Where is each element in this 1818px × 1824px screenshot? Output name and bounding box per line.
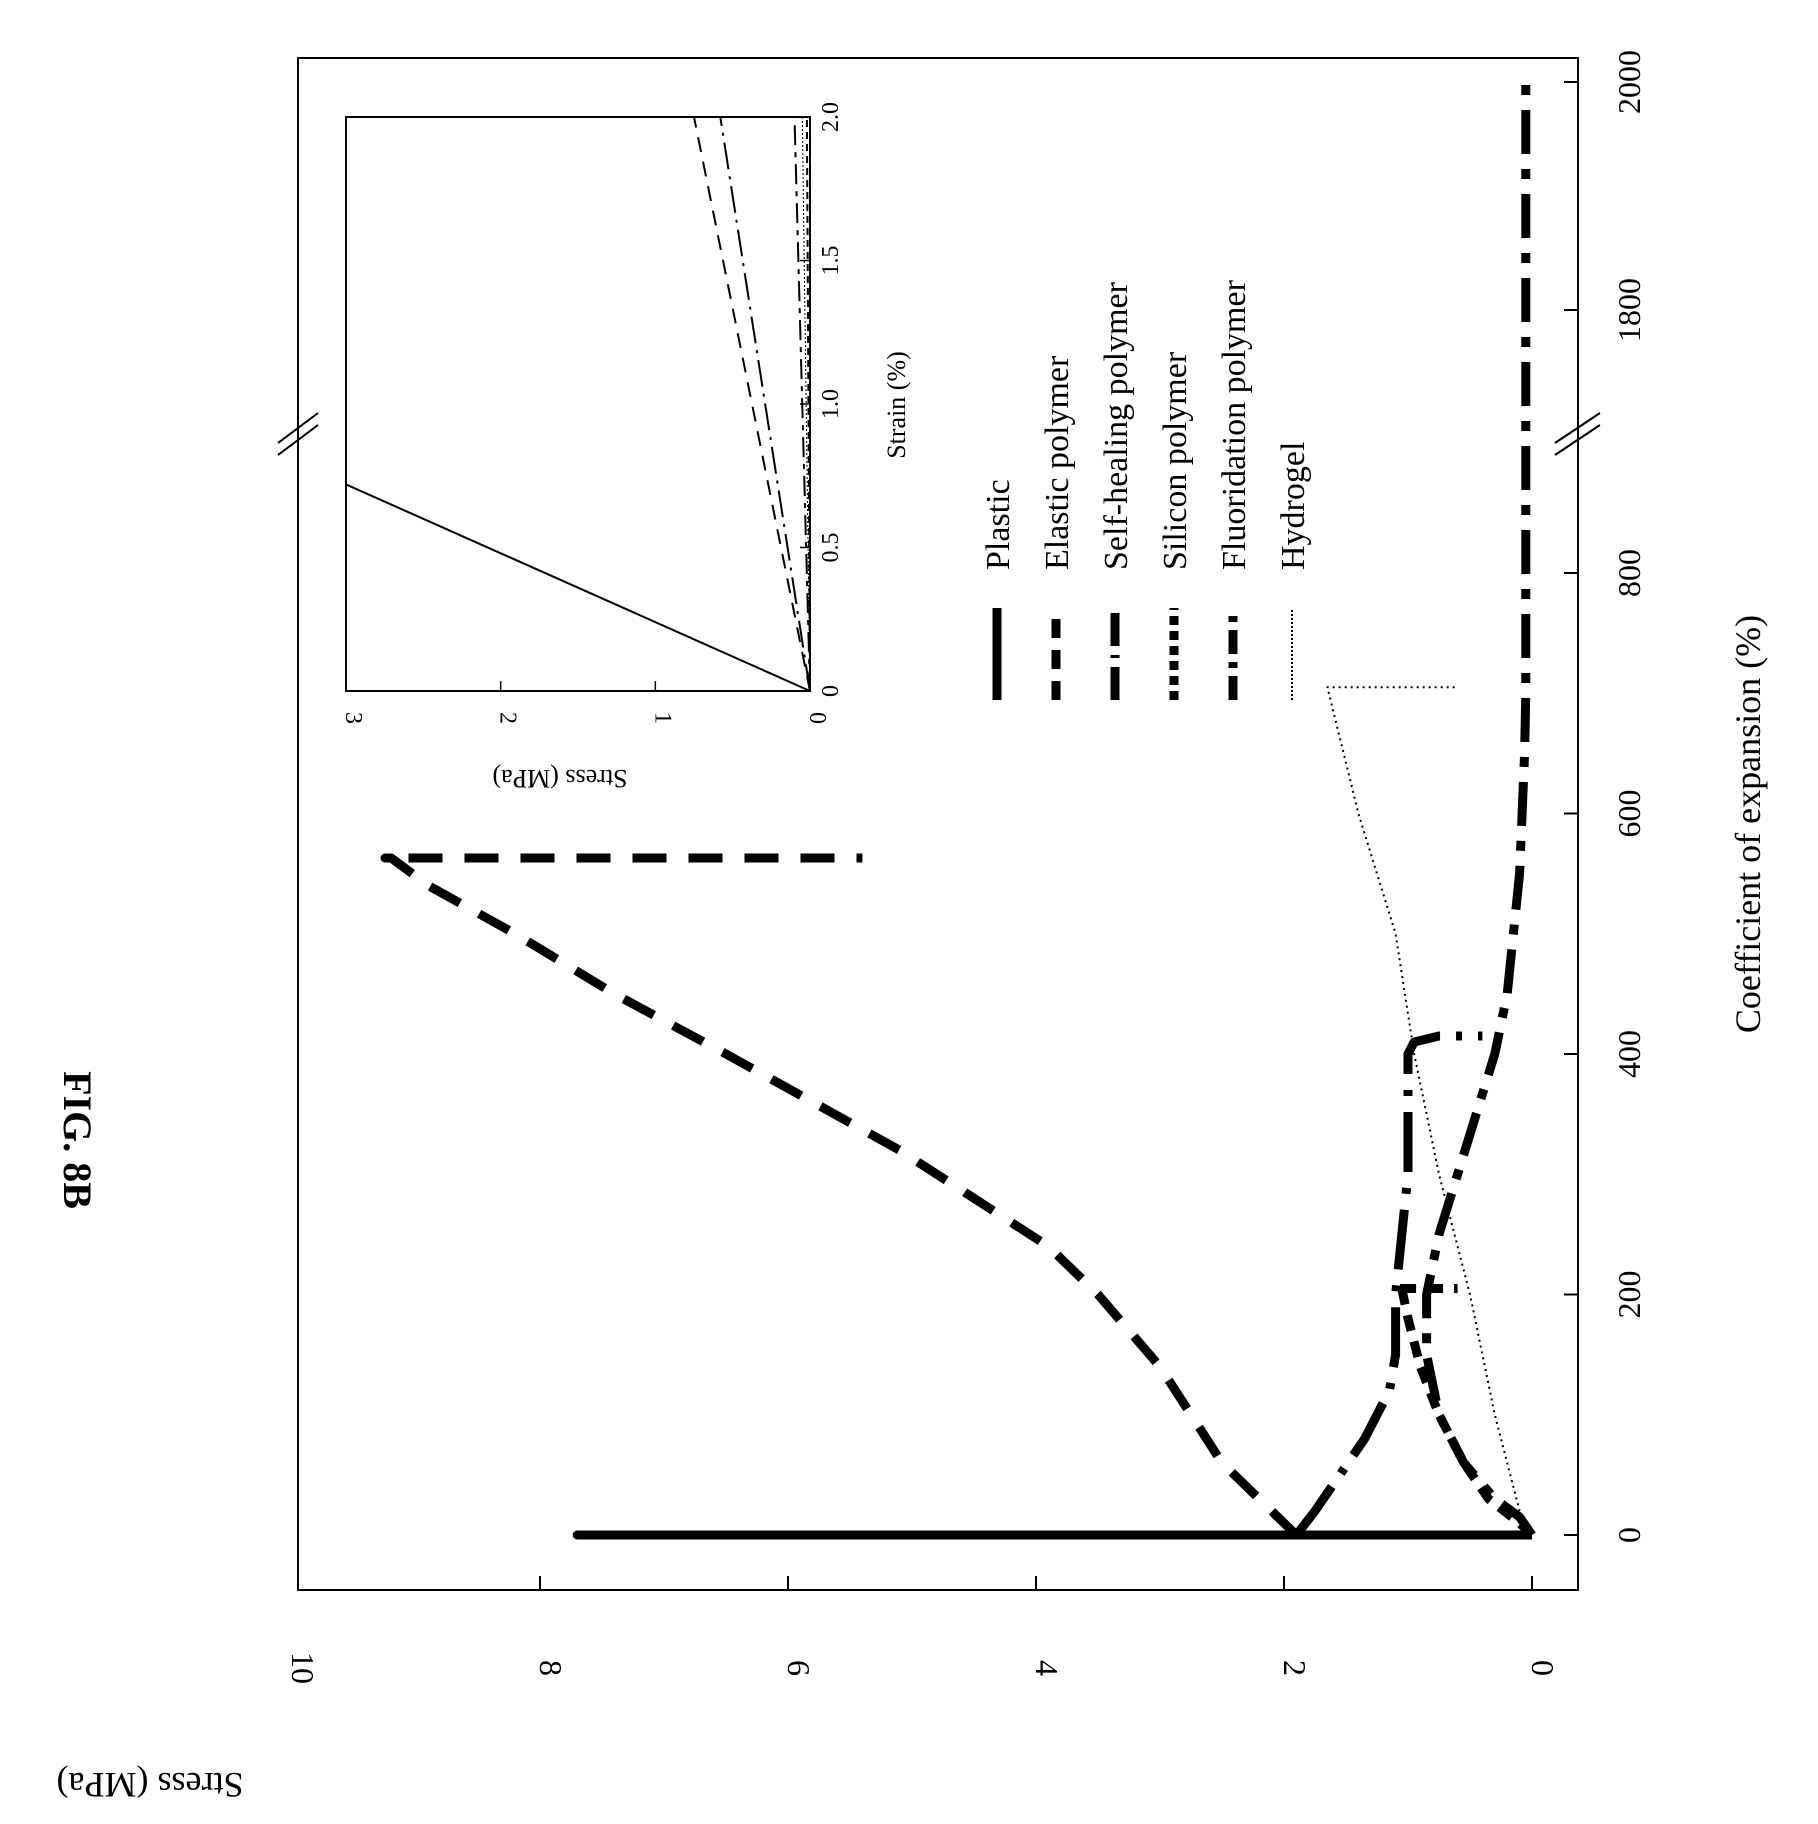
main-series-fluoridation-polymer (1422, 82, 1536, 1538)
legend-label: Elastic polymer (1039, 355, 1076, 570)
axis-break-mark (277, 424, 319, 456)
inset-y-tick-label: 3 (340, 712, 366, 724)
inset-series-plastic (345, 483, 811, 692)
main-x-tick-label: 400 (1611, 1030, 1647, 1078)
inset-y-tick-label: 2 (495, 712, 521, 724)
inset-axis-tick-labels: 0 0.5 1.0 1.5 2.0 0 1 2 3 (340, 102, 844, 724)
main-series-elastic-polymer (380, 853, 1300, 1539)
main-plot-frame (297, 57, 1579, 1591)
legend-label: Hydrogel (1275, 442, 1312, 570)
main-y-tick-label: 4 (1029, 1660, 1065, 1676)
inset-series-fluoridation-polymer (793, 116, 811, 692)
main-series-silicon-polymer (1391, 1284, 1536, 1539)
main-y-axis-label: Stress (MPa) (57, 1765, 244, 1805)
inset-x-tick-label: 2.0 (818, 102, 844, 132)
inset-y-axis-label: Stress (MPa) (492, 764, 627, 793)
inset-x-tick-label: 0.5 (818, 533, 844, 563)
inset-x-axis-label: Strain (%) (882, 351, 911, 459)
legend-label: Self-healing polymer (1098, 281, 1135, 570)
inset-x-tick-label: 1.0 (818, 389, 844, 419)
legend-entry-hydrogel: Hydrogel (1275, 442, 1312, 700)
main-y-tick-label: 6 (781, 1660, 817, 1676)
inset-y-tick-label: 1 (649, 712, 675, 724)
legend-label: Plastic (980, 479, 1017, 570)
inset-axis-ticks (345, 116, 811, 692)
main-axis-break (277, 412, 1601, 456)
legend: Plastic Elastic polymer Self-healing polym… (980, 279, 1312, 700)
main-y-tick-label: 8 (533, 1660, 569, 1676)
legend-entry-fluoridation-polymer: Fluoridation polymer (1216, 279, 1253, 700)
legend-label: Fluoridation polymer (1216, 279, 1253, 570)
main-series-hydrogel (1326, 686, 1521, 1512)
axis-break-mark (1554, 412, 1601, 444)
main-y-tick-label: 10 (285, 1652, 321, 1684)
inset-x-tick-label: 1.5 (818, 246, 844, 276)
legend-entry-elastic-polymer: Elastic polymer (1039, 355, 1076, 700)
main-series-self-healing-polymer (1292, 1031, 1483, 1538)
main-x-tick-label: 0 (1611, 1527, 1647, 1543)
axis-break-mark (1554, 424, 1601, 456)
legend-label: Silicon polymer (1157, 351, 1194, 570)
main-x-tick-label: 2000 (1611, 50, 1647, 114)
figure-label: FIG. 8B (55, 1071, 100, 1209)
main-y-tick-label: 2 (1277, 1660, 1313, 1676)
main-y-tick-label: 0 (1525, 1660, 1561, 1676)
main-axis-ticks (539, 81, 1578, 1590)
inset-x-tick-label: 0 (818, 685, 844, 697)
inset-y-tick-label: 0 (804, 712, 830, 724)
main-x-tick-label: 1800 (1611, 278, 1647, 342)
main-series (380, 82, 1536, 1540)
inset-series-self-healing-polymer (719, 116, 811, 692)
main-x-tick-label: 800 (1611, 549, 1647, 597)
main-x-tick-label: 600 (1611, 790, 1647, 838)
inset-series (345, 116, 811, 692)
axis-break-mark (277, 412, 319, 444)
inset-plot-frame (345, 116, 811, 692)
main-x-axis-label: Coefficient of expansion (%) (1728, 615, 1768, 1033)
legend-entry-silicon-polymer: Silicon polymer (1157, 351, 1194, 700)
legend-entry-self-healing-polymer: Self-healing polymer (1098, 281, 1135, 700)
inset-series-elastic-polymer (693, 116, 811, 692)
legend-entry-plastic: Plastic (980, 479, 1017, 700)
main-x-tick-label: 200 (1611, 1271, 1647, 1319)
